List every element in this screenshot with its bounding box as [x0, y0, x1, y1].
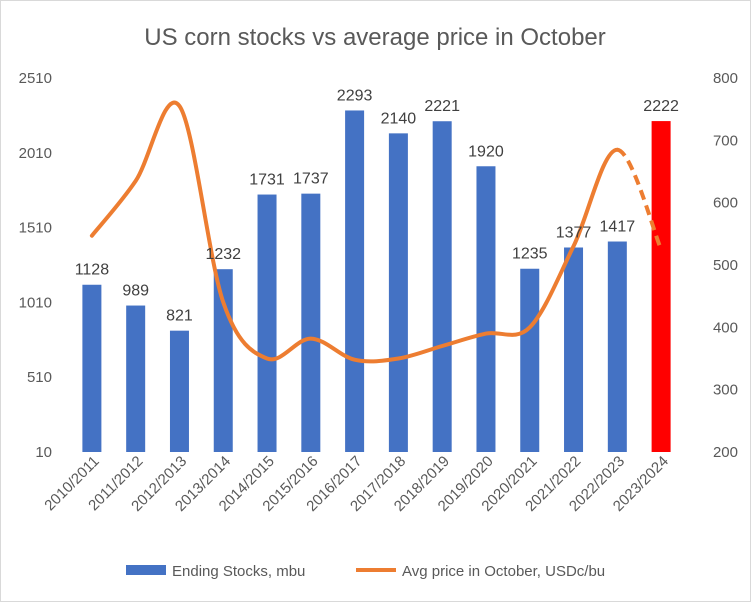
bar-value-label: 2222: [643, 98, 679, 115]
bar-value-label: 1737: [293, 171, 329, 188]
y-left-tick: 10: [35, 444, 52, 461]
bar-2017/2018: [388, 133, 408, 453]
data-label-group: 1128 989 821 1232 1731 1737 2293 2140 2221 1920 12…: [75, 87, 679, 324]
bar-2018/2019: [432, 121, 452, 452]
y-right-tick: 300: [713, 382, 738, 399]
y-left-tick: 2510: [19, 70, 52, 87]
bar-2015/2016: [301, 193, 321, 452]
bar-value-label: 1731: [249, 172, 285, 189]
bar-2014/2015: [257, 194, 277, 453]
bar-2016/2017: [345, 110, 365, 453]
bar-value-label: 1920: [468, 143, 504, 160]
bar-group: [82, 110, 671, 453]
y-axis-right: 800 700 600 500 400 300 200: [713, 70, 738, 461]
y-right-tick: 400: [713, 319, 738, 336]
bar-value-label: 989: [122, 283, 149, 300]
bar-2021/2022: [564, 247, 584, 452]
bar-2010/2011: [82, 284, 102, 452]
legend-label-stocks: Ending Stocks, mbu: [172, 563, 305, 580]
bar-value-label: 1377: [556, 224, 592, 241]
y-left-tick: 1010: [19, 294, 52, 311]
bar-2022/2023: [607, 241, 627, 452]
x-axis-labels: 2010/20112011/20122012/20132013/20142014…: [41, 453, 672, 515]
bar-2011/2012: [126, 305, 146, 452]
price-line: [89, 100, 620, 364]
bar-value-label: 2221: [424, 98, 460, 115]
legend-label-price: Avg price in October, USDc/bu: [402, 563, 605, 580]
bar-2023/2024: [651, 121, 671, 452]
legend: Ending Stocks, mbu Avg price in October,…: [126, 563, 605, 580]
y-right-tick: 600: [713, 195, 738, 212]
y-left-tick: 1510: [19, 220, 52, 237]
bar-2020/2021: [520, 268, 540, 452]
chart-title: US corn stocks vs average price in Octob…: [144, 24, 606, 51]
y-right-tick: 700: [713, 132, 738, 149]
y-right-tick: 200: [713, 444, 738, 461]
bar-2019/2020: [476, 166, 496, 452]
y-left-tick: 510: [27, 369, 52, 386]
bar-value-label: 2293: [337, 87, 373, 104]
bar-value-label: 821: [166, 308, 193, 325]
y-right-tick: 500: [713, 257, 738, 274]
bar-value-label: 1417: [600, 219, 636, 236]
legend-swatch-stocks: [126, 565, 166, 575]
y-left-tick: 2010: [19, 145, 52, 162]
bar-value-label: 1128: [75, 262, 110, 279]
y-right-tick: 800: [713, 70, 738, 87]
bar-value-label: 2140: [381, 110, 417, 127]
price-line-group: [89, 100, 663, 364]
bar-value-label: 1232: [205, 246, 241, 263]
bar-2012/2013: [169, 330, 189, 452]
y-axis-left: 2510 2010 1510 1010 510 10: [19, 70, 52, 461]
bar-value-label: 1235: [512, 246, 548, 263]
price-line-forecast: [616, 147, 663, 251]
